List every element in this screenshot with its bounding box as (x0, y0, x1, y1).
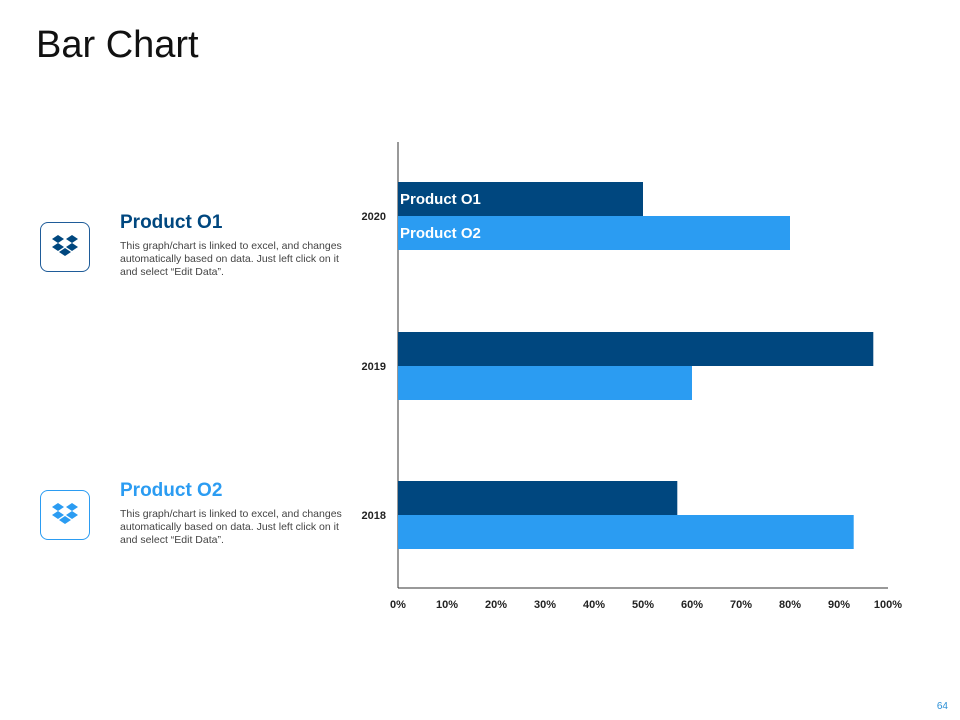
x-tick-label-7: 70% (730, 599, 752, 611)
bar-product-o2-2019 (398, 366, 692, 400)
bar-product-o1-2020 (398, 182, 643, 216)
bar-product-o2-2020 (398, 216, 790, 250)
bar-series-label-1: Product O2 (400, 225, 481, 242)
bar-product-o1-2019 (398, 332, 874, 366)
x-tick-label-0: 0% (390, 599, 406, 611)
x-tick-label-2: 20% (485, 599, 507, 611)
y-tick-label-2019: 2019 (362, 361, 386, 373)
page-number: 64 (936, 701, 948, 712)
x-tick-label-3: 30% (534, 599, 556, 611)
x-tick-label-5: 50% (632, 599, 654, 611)
x-tick-label-4: 40% (583, 599, 605, 611)
y-tick-label-2018: 2018 (362, 510, 386, 522)
legend-title-product-o2: Product O2 (120, 480, 223, 501)
legend-description-product-o2: This graph/chart is linked to excel, and… (120, 508, 342, 546)
dropbox-icon (52, 503, 78, 524)
x-tick-label-6: 60% (681, 599, 703, 611)
x-tick-label-8: 80% (779, 599, 801, 611)
bar-product-o1-2018 (398, 481, 678, 515)
bar-product-o2-2018 (398, 515, 854, 549)
y-tick-label-2020: 2020 (362, 211, 386, 223)
legend-title-product-o1: Product O1 (120, 212, 223, 233)
x-tick-label-1: 10% (436, 599, 458, 611)
x-tick-label-9: 90% (828, 599, 850, 611)
bar-series-label-0: Product O1 (400, 191, 481, 208)
page-title: Bar Chart (36, 24, 199, 66)
legend-icon-box-product-o2 (40, 490, 90, 540)
x-tick-label-10: 100% (874, 599, 902, 611)
dropbox-icon (52, 235, 78, 256)
legend-icon-box-product-o1 (40, 222, 90, 272)
legend-description-product-o1: This graph/chart is linked to excel, and… (120, 240, 342, 278)
